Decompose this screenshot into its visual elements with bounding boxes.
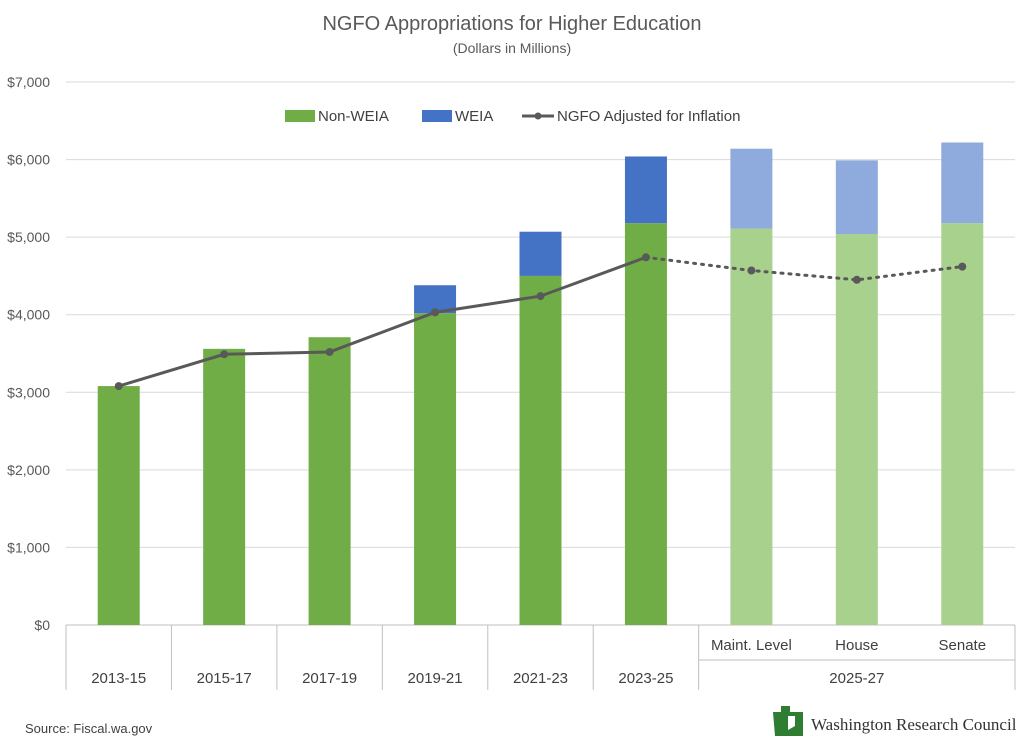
- inflation-line-solid: [118, 255, 647, 388]
- bars: [97, 142, 984, 626]
- legend-label-non-weia: Non-WEIA: [318, 108, 389, 125]
- inflation-point: [852, 275, 861, 284]
- y-tick-label: $5,000: [7, 229, 50, 245]
- bar-non-weia: [519, 275, 562, 625]
- x-tick-label: 2013-15: [91, 670, 146, 687]
- x-tick-label: 2023-25: [618, 670, 673, 687]
- x-tick-label: 2019-21: [408, 670, 463, 687]
- inflation-point: [114, 382, 123, 391]
- inflation-point: [641, 253, 650, 262]
- bar-weia: [835, 160, 878, 235]
- y-tick-label: $6,000: [7, 152, 50, 168]
- washington-state-icon: [773, 706, 803, 736]
- y-axis: $0 $1,000 $2,000 $3,000 $4,000 $5,000 $6,000 $7…: [7, 74, 50, 633]
- x-tick-label: House: [835, 637, 878, 654]
- bar-non-weia: [414, 313, 457, 625]
- bar-non-weia: [835, 234, 878, 626]
- inflation-line: [114, 253, 967, 391]
- legend-label-inflation: NGFO Adjusted for Inflation: [557, 108, 740, 125]
- inflation-point: [431, 308, 440, 317]
- x-tick-label: Senate: [939, 637, 987, 654]
- chart-title: NGFO Appropriations for Higher Education: [322, 13, 701, 35]
- brand-logo: Washington Research Council: [773, 706, 1017, 736]
- bar-non-weia: [730, 228, 773, 626]
- y-tick-label: $7,000: [7, 74, 50, 90]
- inflation-point: [536, 292, 545, 301]
- y-tick-label: $0: [34, 617, 50, 633]
- brand-name: Washington Research Council: [811, 715, 1017, 734]
- inflation-point: [958, 262, 967, 271]
- legend-swatch-non-weia: [285, 110, 315, 122]
- bar-weia: [730, 148, 773, 229]
- x-axis: 2013-15 2015-17 2017-19 2019-21 2021-23 2023-…: [65, 625, 1016, 690]
- chart-subtitle: (Dollars in Millions): [453, 40, 571, 56]
- x-tick-label: 2015-17: [197, 670, 252, 687]
- legend-swatch-weia: [422, 110, 452, 122]
- x-tick-label: Maint. Level: [711, 637, 792, 654]
- x-tick-label: 2021-23: [513, 670, 568, 687]
- bar-weia: [519, 231, 562, 276]
- y-tick-label: $3,000: [7, 384, 50, 400]
- inflation-point: [220, 350, 229, 359]
- y-tick-label: $1,000: [7, 539, 50, 555]
- y-tick-label: $2,000: [7, 462, 50, 478]
- bar-non-weia: [203, 348, 246, 625]
- x-tick-label: 2017-19: [302, 670, 357, 687]
- bar-non-weia: [624, 223, 667, 625]
- bar-non-weia: [308, 337, 351, 625]
- inflation-line-dotted: [644, 255, 964, 282]
- bar-weia: [941, 142, 984, 224]
- legend: Non-WEIA WEIA NGFO Adjusted for Inflatio…: [285, 108, 740, 125]
- bar-non-weia: [941, 223, 984, 625]
- x-group-label: 2025-27: [829, 670, 884, 687]
- legend-marker-inflation: [534, 112, 542, 120]
- inflation-point: [747, 266, 756, 275]
- bar-non-weia: [97, 386, 140, 625]
- bar-weia: [624, 156, 667, 224]
- source-note: Source: Fiscal.wa.gov: [25, 721, 153, 736]
- legend-label-weia: WEIA: [455, 108, 493, 125]
- y-tick-label: $4,000: [7, 307, 50, 323]
- inflation-point: [325, 347, 334, 356]
